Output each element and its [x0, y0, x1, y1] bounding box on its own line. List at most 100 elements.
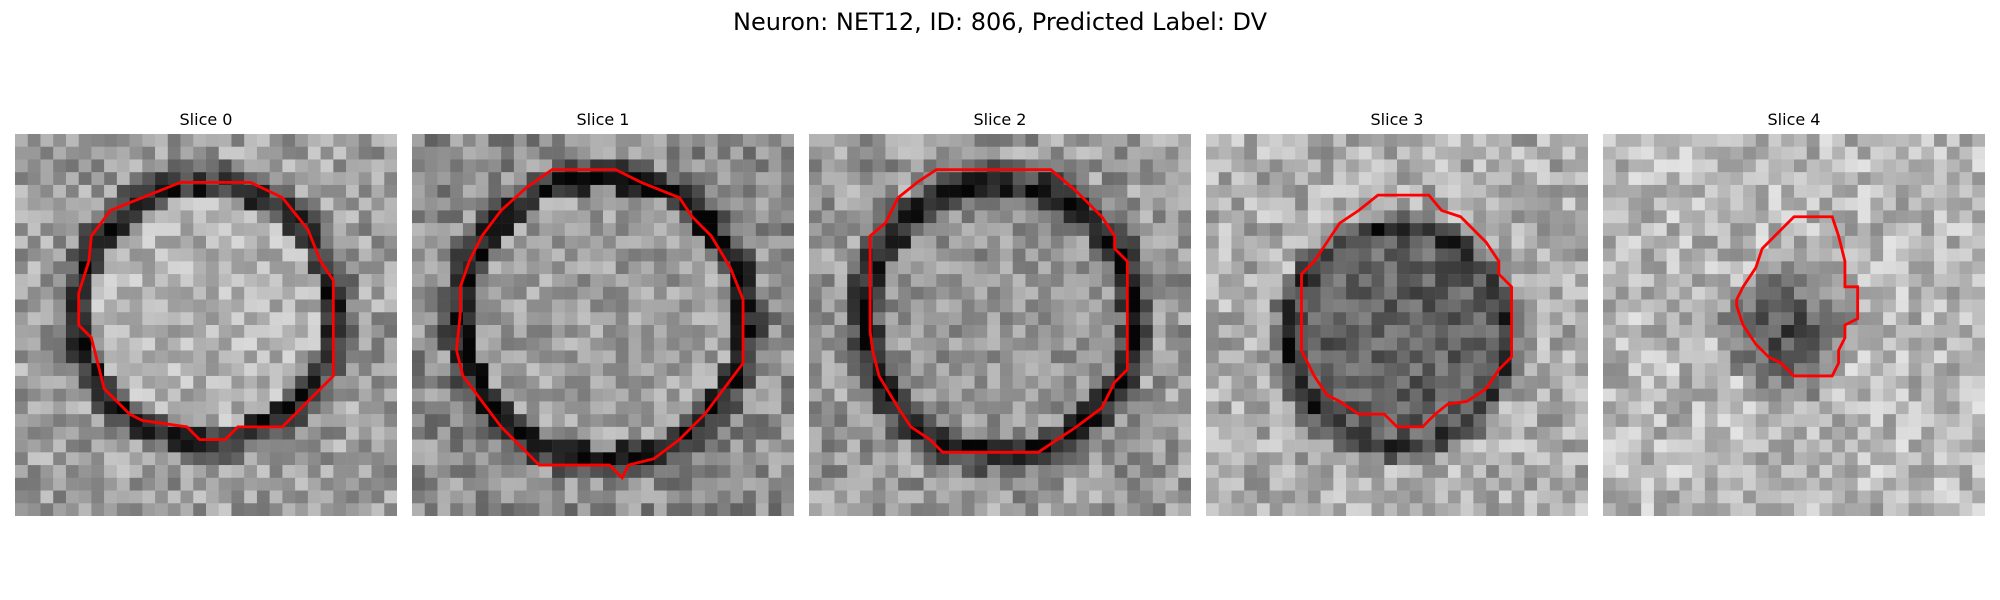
pixel: [755, 235, 769, 249]
pixel: [1101, 146, 1115, 160]
pixel: [1384, 490, 1398, 504]
pixel: [1946, 286, 1960, 300]
pixel: [936, 134, 950, 147]
pixel: [1537, 477, 1551, 491]
pixel: [295, 452, 309, 466]
pixel: [1641, 350, 1655, 364]
pixel: [244, 274, 258, 288]
pixel: [1575, 286, 1588, 300]
pixel: [603, 503, 616, 516]
pixel: [730, 439, 744, 453]
pixel: [346, 235, 360, 249]
pixel: [27, 210, 41, 224]
pixel: [1101, 439, 1115, 453]
pixel: [437, 248, 451, 262]
pixel: [872, 197, 886, 211]
pixel: [1231, 261, 1245, 275]
pixel: [1307, 210, 1321, 224]
pixel: [961, 146, 975, 160]
pixel: [1384, 426, 1398, 440]
pixel: [1615, 197, 1629, 211]
pixel: [218, 286, 232, 300]
pixel: [768, 414, 782, 428]
pixel: [437, 235, 451, 249]
pixel: [717, 274, 731, 288]
pixel: [1320, 503, 1334, 516]
pixel: [1486, 146, 1500, 160]
pixel: [282, 375, 296, 389]
pixel: [1819, 325, 1833, 338]
pixel: [1972, 235, 1985, 249]
pixel: [282, 286, 296, 300]
pixel: [40, 223, 54, 237]
pixel: [679, 274, 693, 288]
pixel: [590, 172, 604, 186]
pixel: [692, 388, 706, 402]
pixel: [834, 172, 848, 186]
pixel: [1844, 159, 1858, 173]
slice-panel-4: Slice 4: [1603, 110, 1985, 516]
pixel: [1794, 312, 1807, 326]
pixel: [1409, 235, 1423, 249]
pixel: [552, 210, 566, 224]
pixel: [91, 414, 105, 428]
pixel: [1218, 235, 1232, 249]
pixel: [781, 388, 794, 402]
pixel: [615, 184, 629, 198]
pixel: [1358, 286, 1372, 300]
pixel: [692, 286, 706, 300]
pixel: [488, 401, 502, 415]
pixel: [295, 274, 309, 288]
pixel: [501, 375, 515, 389]
pixel: [333, 363, 347, 377]
pixel: [1025, 375, 1039, 389]
pixel: [1615, 375, 1629, 389]
pixel: [256, 286, 270, 300]
pixel: [320, 184, 334, 198]
pixel: [1603, 146, 1616, 160]
pixel: [384, 477, 397, 491]
pixel: [1524, 184, 1538, 198]
pixel: [244, 312, 258, 326]
pixel: [91, 184, 105, 198]
pixel: [1422, 401, 1436, 415]
pixel: [91, 274, 105, 288]
pixel: [27, 439, 41, 453]
pixel: [1178, 350, 1191, 364]
pixel: [641, 439, 655, 453]
pixel: [1218, 210, 1232, 224]
pixel: [129, 350, 143, 364]
pixel: [15, 172, 28, 186]
pixel: [1870, 325, 1884, 338]
pixel: [1307, 503, 1321, 516]
pixel: [231, 490, 245, 504]
pixel: [1844, 172, 1858, 186]
pixel: [603, 184, 616, 198]
pixel: [564, 439, 578, 453]
pixel: [269, 223, 283, 237]
pixel: [615, 223, 629, 237]
pixel: [834, 490, 848, 504]
pixel: [1460, 312, 1474, 326]
pixel: [1063, 197, 1077, 211]
pixel: [1921, 465, 1935, 479]
pixel: [384, 235, 397, 249]
pixel: [1127, 286, 1141, 300]
pixel: [949, 299, 963, 313]
pixel: [577, 172, 591, 186]
pixel: [346, 312, 360, 326]
pixel: [679, 159, 693, 173]
pixel: [424, 426, 438, 440]
pixel: [333, 286, 347, 300]
pixel: [1755, 286, 1769, 300]
pixel: [539, 159, 553, 173]
pixel: [450, 235, 464, 249]
pixel: [269, 312, 283, 326]
pixel: [834, 299, 848, 313]
pixel: [564, 452, 578, 466]
pixel: [1653, 477, 1667, 491]
pixel: [437, 388, 451, 402]
pixel: [384, 452, 397, 466]
pixel: [1244, 426, 1258, 440]
pixel: [1435, 503, 1449, 516]
